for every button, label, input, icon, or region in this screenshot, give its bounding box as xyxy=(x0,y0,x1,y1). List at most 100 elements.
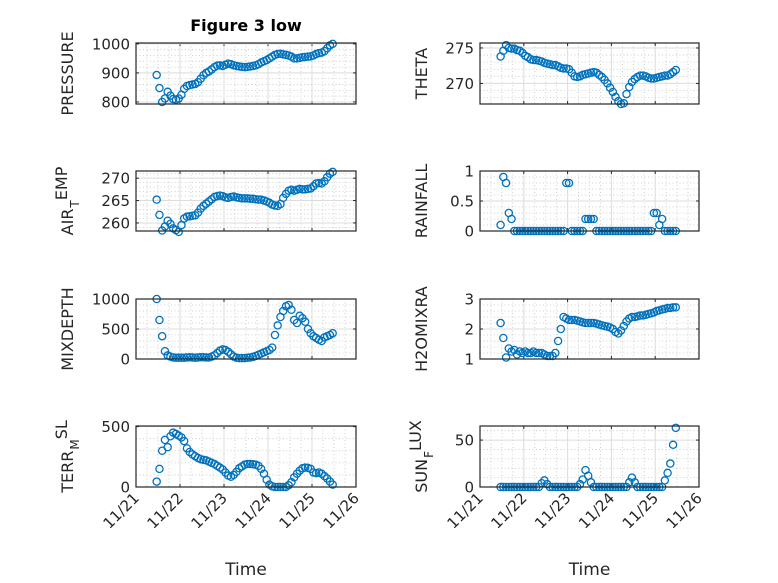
plot-area xyxy=(480,426,699,487)
data-point xyxy=(614,96,623,106)
data-point xyxy=(237,353,247,363)
y-label-part: PRESSURE xyxy=(58,31,77,115)
data-point xyxy=(328,39,337,49)
y-tick-label: 265 xyxy=(101,192,130,210)
axes-box xyxy=(479,298,700,360)
data-point xyxy=(185,447,194,457)
data-point xyxy=(256,464,266,474)
data-point xyxy=(240,194,249,203)
y-label-part: THETA xyxy=(412,48,431,100)
data-point xyxy=(300,317,310,327)
data-point xyxy=(605,83,615,92)
data-point xyxy=(177,353,186,363)
data-point xyxy=(583,214,593,224)
data-point xyxy=(625,82,634,92)
data-point xyxy=(188,353,197,362)
data-point xyxy=(575,479,585,489)
data-point xyxy=(234,62,244,71)
data-point xyxy=(534,348,544,358)
y-tick-label: 260 xyxy=(101,214,130,232)
data-point xyxy=(551,348,560,358)
data-point xyxy=(245,194,255,204)
data-point xyxy=(559,64,568,73)
axes-box xyxy=(479,42,700,105)
data-point xyxy=(507,214,516,224)
axes-box xyxy=(479,170,700,232)
y-tick-label: 0 xyxy=(120,479,130,497)
y-label-part: AIR xyxy=(58,209,77,236)
y-label-part: LUX xyxy=(406,420,425,451)
y-label-part: TERR xyxy=(58,451,77,494)
data-point xyxy=(254,195,263,204)
data-point xyxy=(510,345,519,355)
data-point xyxy=(564,178,574,188)
data-point xyxy=(243,459,252,469)
y-tick-label: 3 xyxy=(464,291,474,309)
data-point xyxy=(163,442,172,452)
y-tick-label: 500 xyxy=(101,418,130,436)
data-point xyxy=(270,330,280,340)
data-point xyxy=(668,440,678,450)
data-point xyxy=(320,471,329,481)
data-point xyxy=(179,353,189,363)
y-tick-label: 270 xyxy=(101,170,130,188)
y-label-subscript: F xyxy=(422,451,436,458)
data-point xyxy=(171,353,181,363)
y-axis-label: THETA xyxy=(412,48,431,100)
x-tick-label: 11/23 xyxy=(531,489,574,532)
data-point xyxy=(262,475,271,485)
data-point xyxy=(201,353,211,362)
data-point xyxy=(567,315,577,325)
data-point xyxy=(501,353,511,362)
data-point xyxy=(317,469,326,478)
x-axis-label: Time xyxy=(568,560,611,580)
data-point xyxy=(152,70,161,80)
data-point xyxy=(518,48,527,58)
data-point xyxy=(155,210,164,220)
data-point xyxy=(273,49,282,59)
data-point xyxy=(240,62,249,72)
data-point xyxy=(523,348,533,358)
data-point xyxy=(586,214,596,224)
data-point xyxy=(240,353,249,363)
data-point xyxy=(237,194,247,203)
data-point xyxy=(179,436,189,446)
data-point xyxy=(168,353,178,362)
y-label-part: RAINFALL xyxy=(412,164,431,239)
data-point xyxy=(671,65,681,75)
figure-title: Figure 3 low xyxy=(190,16,302,35)
data-point xyxy=(295,311,304,321)
x-tick-label: 11/24 xyxy=(575,489,618,532)
data-point xyxy=(556,324,566,334)
data-point xyxy=(597,72,607,82)
panel-air-temp: 260 265 270 AIRTEMP xyxy=(52,166,357,237)
y-tick-label: 2 xyxy=(464,321,474,339)
data-point xyxy=(199,201,208,211)
data-point xyxy=(616,326,626,335)
data-point xyxy=(303,324,313,334)
y-label-part: MIXDEPTH xyxy=(58,287,77,370)
y-tick-label: 900 xyxy=(101,64,130,82)
data-point xyxy=(553,336,563,346)
data-point xyxy=(298,52,307,62)
y-tick-label: 270 xyxy=(445,75,474,93)
data-point xyxy=(668,303,678,312)
data-point xyxy=(501,178,511,188)
data-point xyxy=(496,220,505,230)
y-axis-label: TERR MSL xyxy=(52,420,82,494)
x-tick-label: 11/22 xyxy=(144,489,187,532)
y-tick-label: 50 xyxy=(455,432,474,450)
data-point xyxy=(160,346,170,356)
data-point xyxy=(564,315,574,325)
data-point xyxy=(267,343,277,352)
axes-box xyxy=(135,42,357,105)
data-point xyxy=(193,353,203,362)
x-axis-label: Time xyxy=(224,560,267,580)
data-point xyxy=(562,178,571,188)
data-point xyxy=(649,208,659,218)
data-point xyxy=(608,87,618,97)
data-point xyxy=(603,79,612,88)
data-point xyxy=(627,473,637,482)
